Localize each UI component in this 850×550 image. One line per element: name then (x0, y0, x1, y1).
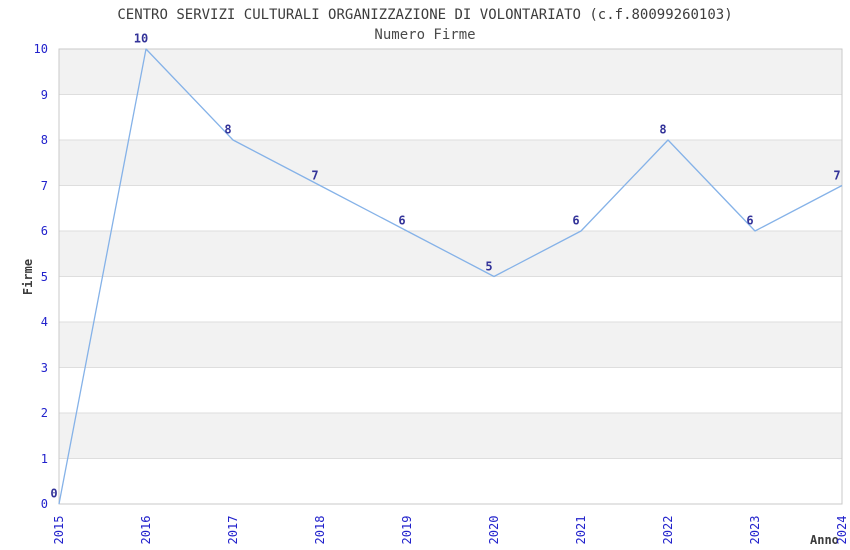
y-tick-label: 5 (40, 269, 48, 284)
x-tick-label: 2021 (574, 515, 588, 545)
y-tick-label: 0 (40, 497, 48, 511)
data-point-label: 8 (224, 122, 232, 137)
data-point-label: 5 (485, 259, 493, 273)
y-tick-label: 7 (40, 178, 48, 193)
data-point-label: 7 (833, 168, 841, 182)
data-point-label: 6 (398, 213, 406, 228)
data-point-label: 6 (746, 213, 754, 228)
data-point-label: 6 (572, 213, 580, 228)
plot-border (58, 48, 843, 505)
chart-subtitle: Numero Firme (374, 27, 476, 43)
data-point-label: 8 (659, 122, 667, 137)
data-line (58, 48, 843, 505)
y-tick-label: 4 (40, 315, 48, 329)
x-tick-label: 2016 (139, 515, 153, 545)
y-tick-label: 10 (33, 42, 48, 56)
data-point-label: 7 (311, 168, 319, 182)
band (59, 413, 842, 459)
band (59, 49, 842, 95)
data-point-label: 0 (50, 486, 58, 501)
x-tick-label: 2023 (748, 515, 762, 545)
y-tick-label: 3 (40, 360, 48, 375)
x-tick-label: 2020 (487, 515, 501, 545)
x-tick-label: 2024 (835, 515, 849, 545)
band (59, 140, 842, 186)
y-tick-label: 8 (40, 133, 48, 147)
x-axis-label: Anno (810, 533, 839, 547)
x-tick-label: 2019 (400, 515, 414, 545)
y-tick-label: 6 (40, 224, 48, 238)
y-tick-label: 9 (40, 87, 48, 102)
chart-title: CENTRO SERVIZI CULTURALI ORGANIZZAZIONE … (117, 7, 733, 23)
band (59, 322, 842, 368)
x-tick-label: 2018 (313, 515, 327, 545)
x-tick-label: 2015 (52, 515, 66, 545)
x-tick-label: 2017 (226, 515, 240, 545)
data-point-label: 10 (133, 31, 149, 46)
x-tick-label: 2022 (661, 515, 675, 545)
y-tick-label: 2 (40, 406, 48, 420)
y-tick-label: 1 (40, 451, 48, 466)
